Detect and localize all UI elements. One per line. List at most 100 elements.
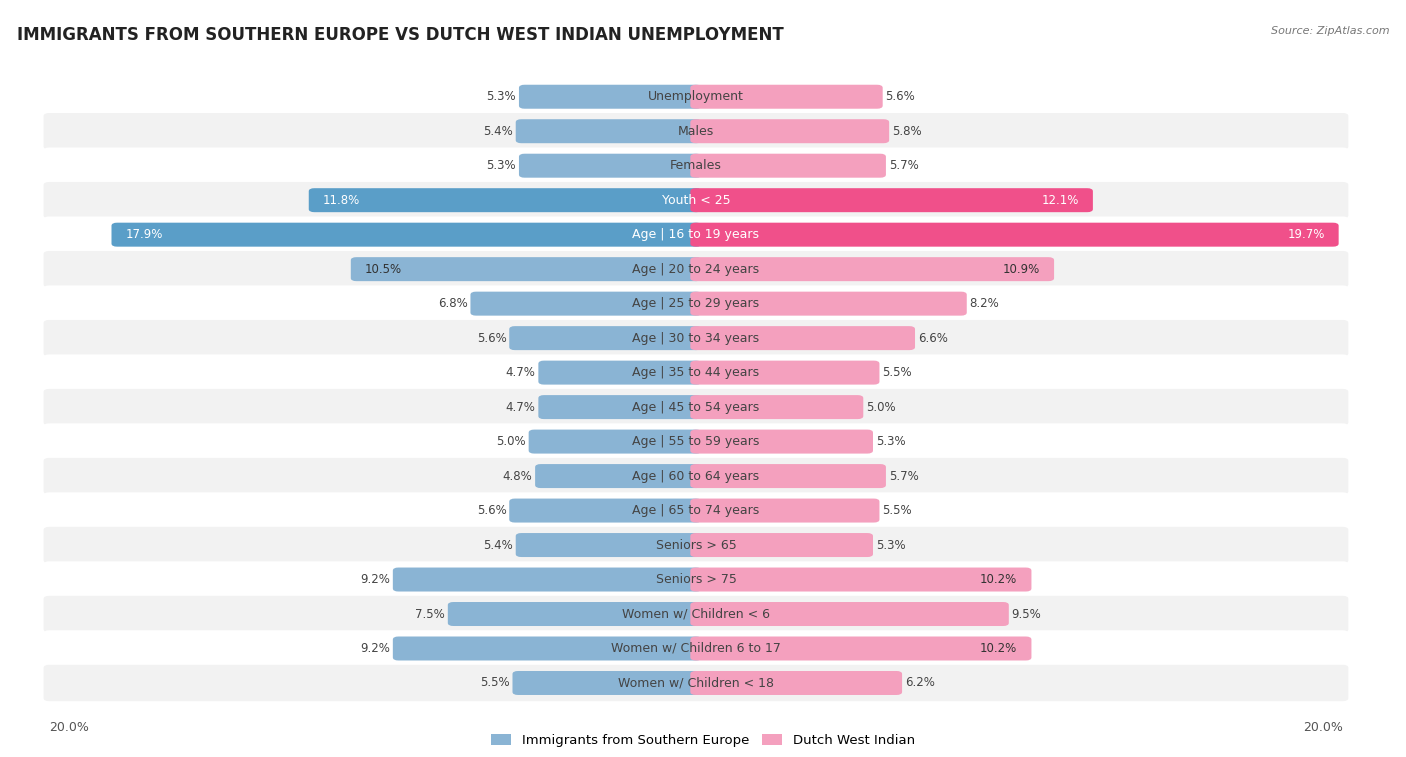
FancyBboxPatch shape [516, 119, 702, 143]
FancyBboxPatch shape [690, 223, 1339, 247]
Text: 10.9%: 10.9% [1002, 263, 1040, 276]
Text: 5.7%: 5.7% [889, 469, 918, 482]
FancyBboxPatch shape [509, 326, 702, 350]
Text: 5.6%: 5.6% [477, 332, 506, 344]
FancyBboxPatch shape [519, 85, 702, 109]
FancyBboxPatch shape [471, 291, 702, 316]
FancyBboxPatch shape [44, 527, 1348, 563]
FancyBboxPatch shape [44, 320, 1348, 357]
FancyBboxPatch shape [690, 188, 1092, 212]
FancyBboxPatch shape [690, 602, 1010, 626]
Text: Age | 60 to 64 years: Age | 60 to 64 years [633, 469, 759, 482]
FancyBboxPatch shape [690, 326, 915, 350]
Text: Age | 25 to 29 years: Age | 25 to 29 years [633, 298, 759, 310]
Text: Age | 20 to 24 years: Age | 20 to 24 years [633, 263, 759, 276]
Text: 5.5%: 5.5% [883, 504, 912, 517]
FancyBboxPatch shape [690, 637, 1032, 661]
FancyBboxPatch shape [352, 257, 702, 281]
Text: Males: Males [678, 125, 714, 138]
Text: Females: Females [671, 159, 721, 172]
Text: Age | 30 to 34 years: Age | 30 to 34 years [633, 332, 759, 344]
Text: 5.3%: 5.3% [876, 435, 905, 448]
FancyBboxPatch shape [690, 464, 886, 488]
FancyBboxPatch shape [44, 251, 1348, 288]
Text: 8.2%: 8.2% [970, 298, 1000, 310]
FancyBboxPatch shape [690, 499, 880, 522]
FancyBboxPatch shape [538, 360, 702, 385]
FancyBboxPatch shape [44, 423, 1348, 459]
FancyBboxPatch shape [690, 257, 1054, 281]
Text: 6.2%: 6.2% [905, 677, 935, 690]
Text: Age | 55 to 59 years: Age | 55 to 59 years [633, 435, 759, 448]
Text: 5.3%: 5.3% [876, 538, 905, 552]
Text: Youth < 25: Youth < 25 [662, 194, 730, 207]
Text: 6.8%: 6.8% [437, 298, 468, 310]
Text: 5.3%: 5.3% [486, 90, 516, 103]
Text: 5.4%: 5.4% [484, 125, 513, 138]
Text: 4.7%: 4.7% [506, 400, 536, 413]
Text: IMMIGRANTS FROM SOUTHERN EUROPE VS DUTCH WEST INDIAN UNEMPLOYMENT: IMMIGRANTS FROM SOUTHERN EUROPE VS DUTCH… [17, 26, 783, 45]
FancyBboxPatch shape [392, 637, 702, 661]
Text: Source: ZipAtlas.com: Source: ZipAtlas.com [1271, 26, 1389, 36]
FancyBboxPatch shape [44, 79, 1348, 115]
Text: 20.0%: 20.0% [1303, 721, 1343, 734]
FancyBboxPatch shape [44, 354, 1348, 391]
Text: 5.6%: 5.6% [477, 504, 506, 517]
FancyBboxPatch shape [449, 602, 702, 626]
FancyBboxPatch shape [536, 464, 702, 488]
FancyBboxPatch shape [44, 148, 1348, 184]
FancyBboxPatch shape [512, 671, 702, 695]
Text: Unemployment: Unemployment [648, 90, 744, 103]
Text: 5.5%: 5.5% [479, 677, 510, 690]
Text: 5.0%: 5.0% [496, 435, 526, 448]
Text: 6.6%: 6.6% [918, 332, 948, 344]
Text: 4.7%: 4.7% [506, 366, 536, 379]
FancyBboxPatch shape [44, 631, 1348, 667]
Text: 9.5%: 9.5% [1012, 608, 1042, 621]
FancyBboxPatch shape [519, 154, 702, 178]
FancyBboxPatch shape [690, 119, 889, 143]
FancyBboxPatch shape [690, 533, 873, 557]
Text: 7.5%: 7.5% [415, 608, 446, 621]
Text: 5.7%: 5.7% [889, 159, 918, 172]
FancyBboxPatch shape [516, 533, 702, 557]
Text: Age | 45 to 54 years: Age | 45 to 54 years [633, 400, 759, 413]
Text: Women w/ Children < 18: Women w/ Children < 18 [619, 677, 773, 690]
Text: Women w/ Children 6 to 17: Women w/ Children 6 to 17 [612, 642, 780, 655]
FancyBboxPatch shape [44, 389, 1348, 425]
Text: Age | 16 to 19 years: Age | 16 to 19 years [633, 228, 759, 241]
Text: 5.3%: 5.3% [486, 159, 516, 172]
FancyBboxPatch shape [44, 492, 1348, 528]
FancyBboxPatch shape [44, 182, 1348, 218]
FancyBboxPatch shape [44, 217, 1348, 253]
FancyBboxPatch shape [44, 596, 1348, 632]
FancyBboxPatch shape [690, 429, 873, 453]
FancyBboxPatch shape [44, 665, 1348, 701]
Text: Age | 35 to 44 years: Age | 35 to 44 years [633, 366, 759, 379]
Text: 5.0%: 5.0% [866, 400, 896, 413]
Text: Women w/ Children < 6: Women w/ Children < 6 [621, 608, 770, 621]
FancyBboxPatch shape [44, 285, 1348, 322]
FancyBboxPatch shape [690, 395, 863, 419]
FancyBboxPatch shape [538, 395, 702, 419]
Text: 5.6%: 5.6% [886, 90, 915, 103]
FancyBboxPatch shape [392, 568, 702, 591]
Text: 9.2%: 9.2% [360, 642, 389, 655]
FancyBboxPatch shape [44, 562, 1348, 598]
Legend: Immigrants from Southern Europe, Dutch West Indian: Immigrants from Southern Europe, Dutch W… [491, 734, 915, 746]
Text: 4.8%: 4.8% [502, 469, 533, 482]
Text: Seniors > 65: Seniors > 65 [655, 538, 737, 552]
FancyBboxPatch shape [690, 671, 903, 695]
Text: 10.2%: 10.2% [980, 642, 1018, 655]
Text: 10.5%: 10.5% [366, 263, 402, 276]
Text: 9.2%: 9.2% [360, 573, 389, 586]
Text: 12.1%: 12.1% [1042, 194, 1078, 207]
Text: 17.9%: 17.9% [125, 228, 163, 241]
FancyBboxPatch shape [509, 499, 702, 522]
Text: 5.4%: 5.4% [484, 538, 513, 552]
Text: 10.2%: 10.2% [980, 573, 1018, 586]
Text: 20.0%: 20.0% [49, 721, 89, 734]
FancyBboxPatch shape [529, 429, 702, 453]
Text: Age | 65 to 74 years: Age | 65 to 74 years [633, 504, 759, 517]
FancyBboxPatch shape [690, 154, 886, 178]
